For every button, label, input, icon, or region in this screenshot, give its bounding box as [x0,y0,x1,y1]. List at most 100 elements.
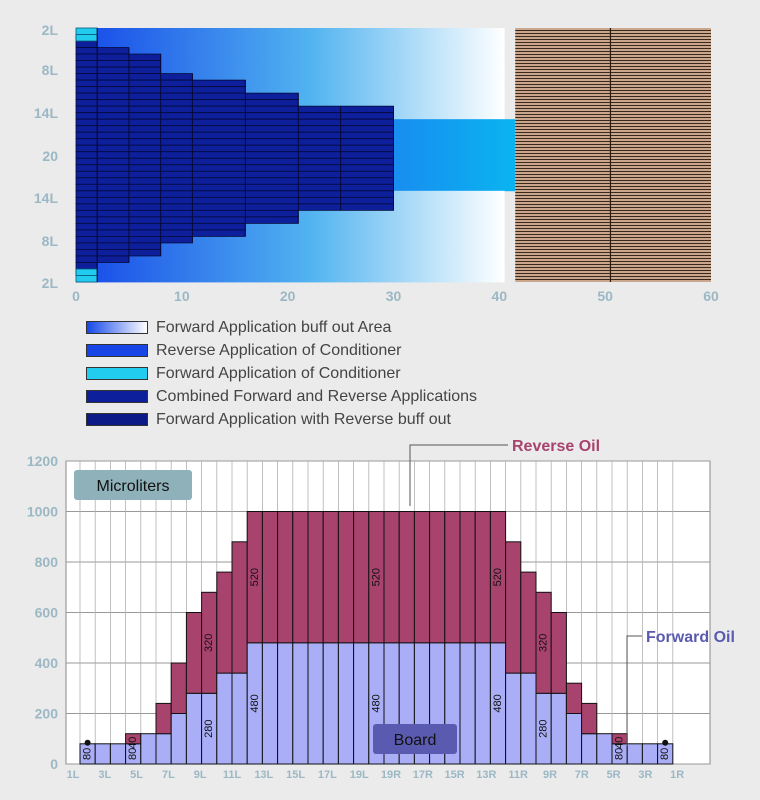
forward-oil-leader [626,635,642,746]
x-tick-label: 13L [254,769,273,781]
reverse-oil-bar [353,511,370,644]
forward-oil-bar [520,672,537,765]
y-tick-label: 400 [35,655,59,671]
buff-out-row [76,86,505,94]
y-tick-label: 20 [42,148,58,164]
bar-data-label: 520 [370,568,382,586]
legend-item-buff-area: Forward Application buff out Area [86,316,477,339]
forward-oil-bar [505,672,522,765]
xlabel-text: Board [394,732,437,749]
buff-out-row [76,255,505,263]
bar-data-label: 80 [127,748,139,760]
combined-block [75,209,299,218]
forward-oil-bar [459,642,476,765]
ylabel-box [74,470,192,500]
legend-item-reverse-conditioner: Reverse Application of Conditioner [86,339,477,362]
x-tick-label: 1R [670,769,684,781]
forward-oil-bar [170,713,187,765]
legend-swatch-forward-conditioner [86,367,148,380]
x-tick-label: 7R [575,769,589,781]
x-tick-label: 19L [350,769,369,781]
combined-block [75,151,394,159]
x-tick-label: 17L [318,769,337,781]
combined-block [75,66,162,74]
forward-oil-bar [231,672,248,765]
reverse-oil-bar [429,511,446,644]
end-marker [662,739,669,746]
y-tick-label: 0 [50,756,58,772]
buff-out-row [76,34,505,42]
forward-oil-bar [94,743,111,765]
y-tick-label: 14L [34,190,59,206]
combined-block [75,60,162,68]
forward-oil-bar [581,733,598,765]
oil-volume-chart: 80 80402803204805204805204805202803208040… [27,438,735,781]
bottom-annotations: Reverse Oil Forward Oil [84,438,735,746]
combined-block [75,203,394,211]
x-tick-label: 10 [174,288,190,304]
reverse-oil-bar [170,662,187,714]
combined-block [75,53,162,61]
x-tick-label: 1L [67,769,80,781]
combined-block [75,242,162,250]
combined-block [75,216,299,224]
x-tick-label: 19R [381,769,401,781]
combined-block [75,99,299,107]
legend-item-forward-conditioner: Forward Application of Conditioner [86,362,477,385]
y-tick-label: 1200 [27,453,58,469]
forward-oil-bar [596,733,613,765]
forward-oil-bar [337,642,355,765]
legend-label: Forward Application of Conditioner [156,364,401,382]
combined-block [75,144,394,153]
forward-oil-bar [109,743,127,765]
bar-data-label: 520 [249,568,261,586]
combined-block [75,249,162,257]
x-tick-label: 15L [286,769,305,781]
y-tick-label: 800 [35,554,59,570]
reverse-oil-bar [565,682,583,714]
forward-oil-bar [641,743,659,765]
x-tick-label: 9L [194,769,207,781]
forward-conditioner-cell [75,268,98,276]
bar-data-label: 320 [203,634,215,652]
bar-data-label: 480 [249,694,261,712]
buff-out-row [76,73,505,81]
combined-block [75,164,394,172]
x-tick-label: 20 [280,288,296,304]
x-tick-label: 3L [98,769,111,781]
y-tick-label: 600 [35,605,59,621]
forward-oil-bar [185,692,203,765]
legend-item-combined: Combined Forward and Reverse Application… [86,385,477,408]
buff-out-row [76,80,505,88]
combined-block [75,183,394,192]
forward-oil-bar [565,713,583,765]
legend-label: Forward Application buff out Area [156,318,392,336]
y-tick-label: 8L [42,233,59,249]
forward-oil-bar [307,642,324,765]
combined-block [75,177,394,185]
combined-block [75,255,130,263]
buff-out-row [76,242,505,250]
y-tick-label: 2L [42,275,59,291]
ylabel-text: Microliters [97,478,170,495]
buff-out-row [76,47,505,55]
buff-out-row [76,60,505,68]
combined-block [75,40,98,48]
combined-block [75,170,394,179]
forward-oil-bar [140,733,157,765]
buff-out-row [76,28,505,35]
buff-out-row [76,229,505,237]
forward-oil-bar [322,642,339,765]
x-tick-label: 17R [413,769,433,781]
forward-oil-bar [277,642,294,765]
legend-swatch-reverse-buff-out [86,413,148,426]
reverse-oil-bar [520,571,537,674]
legend-item-reverse-buff-out: Forward Application with Reverse buff ou… [86,408,477,431]
y-tick-label: 14L [34,105,59,121]
y-tick-label: 8L [42,62,59,78]
combined-block [75,112,394,120]
combined-block [75,92,299,101]
forward-oil-bar [216,672,233,765]
reverse-oil-bar [216,571,233,674]
forward-conditioner-cell [75,275,98,283]
